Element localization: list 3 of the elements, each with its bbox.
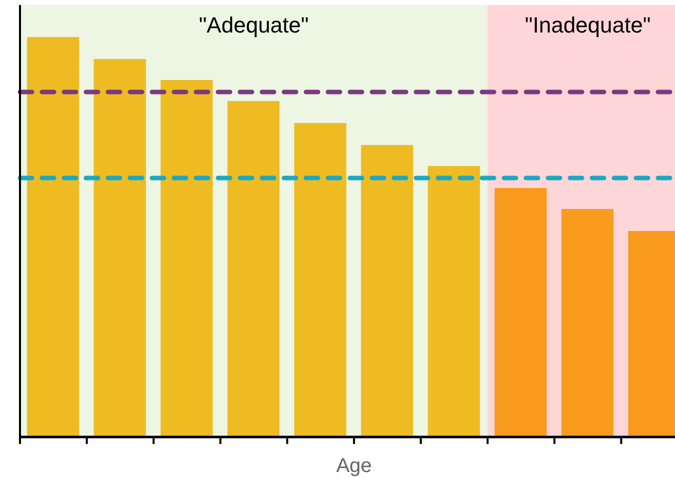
x-axis-title: Age xyxy=(336,455,372,477)
annotation: "Inadequate" xyxy=(524,12,651,38)
annotation: "Adequate" xyxy=(198,12,309,38)
